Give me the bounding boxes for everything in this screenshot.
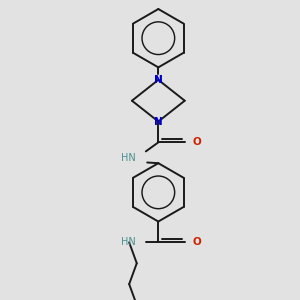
Text: N: N: [154, 75, 163, 85]
Text: N: N: [154, 75, 163, 85]
Text: N: N: [154, 116, 163, 127]
Text: O: O: [192, 237, 201, 248]
Text: HN: HN: [122, 237, 136, 248]
Text: O: O: [192, 137, 201, 147]
Text: HN: HN: [122, 153, 136, 163]
